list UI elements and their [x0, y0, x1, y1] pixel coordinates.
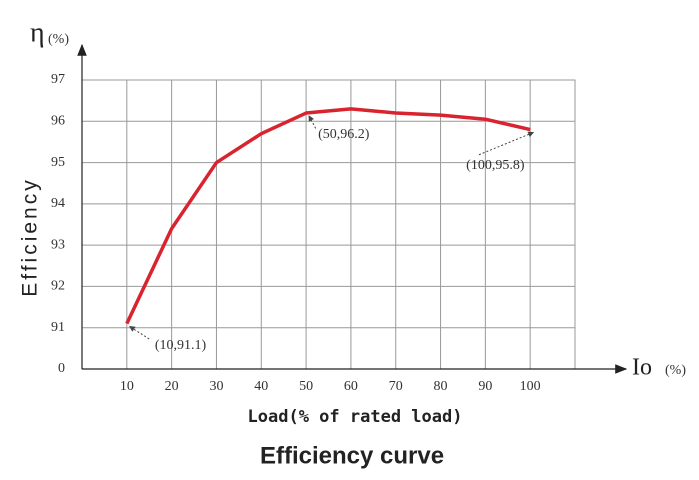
line-series [125, 107, 531, 325]
data-label: (10,91.1) [155, 338, 207, 353]
x-unit: (%) [665, 363, 686, 378]
x-tick-label: 60 [344, 379, 358, 394]
data-label: (100,95.8) [466, 158, 525, 173]
y-tick-label: 92 [51, 279, 65, 294]
data-label: (50,96.2) [318, 127, 370, 142]
y-tick-label: 91 [51, 320, 65, 335]
annotation-arrow [308, 115, 317, 129]
x-tick-label: 90 [478, 379, 492, 394]
x-tick-label: 70 [389, 379, 403, 394]
x-tick-label: 80 [434, 379, 448, 394]
y-unit: (%) [48, 32, 69, 47]
x-tick-label: 50 [299, 379, 313, 394]
x-tick-label: 30 [209, 379, 223, 394]
y-symbol: η [30, 17, 45, 48]
x-tick-label: 20 [165, 379, 179, 394]
y-tick-label: 96 [51, 114, 65, 129]
annotation-arrow [478, 131, 535, 156]
y-tick-label: 94 [51, 196, 65, 211]
y-tick-label: 95 [51, 155, 65, 170]
x-tick-label: 10 [120, 379, 134, 394]
y-axis-label: Efficiency [19, 177, 42, 297]
annotation-arrow [128, 326, 150, 340]
x-axis-label: Load(% of rated load) [248, 407, 463, 427]
y-tick-label: 0 [58, 361, 65, 376]
y-tick-label: 97 [51, 72, 65, 87]
x-tick-label: 40 [254, 379, 268, 394]
x-symbol: Io [632, 355, 652, 381]
x-tick-label: 100 [520, 379, 541, 394]
chart-title: Efficiency curve [260, 442, 444, 469]
y-tick-label: 93 [51, 237, 65, 252]
